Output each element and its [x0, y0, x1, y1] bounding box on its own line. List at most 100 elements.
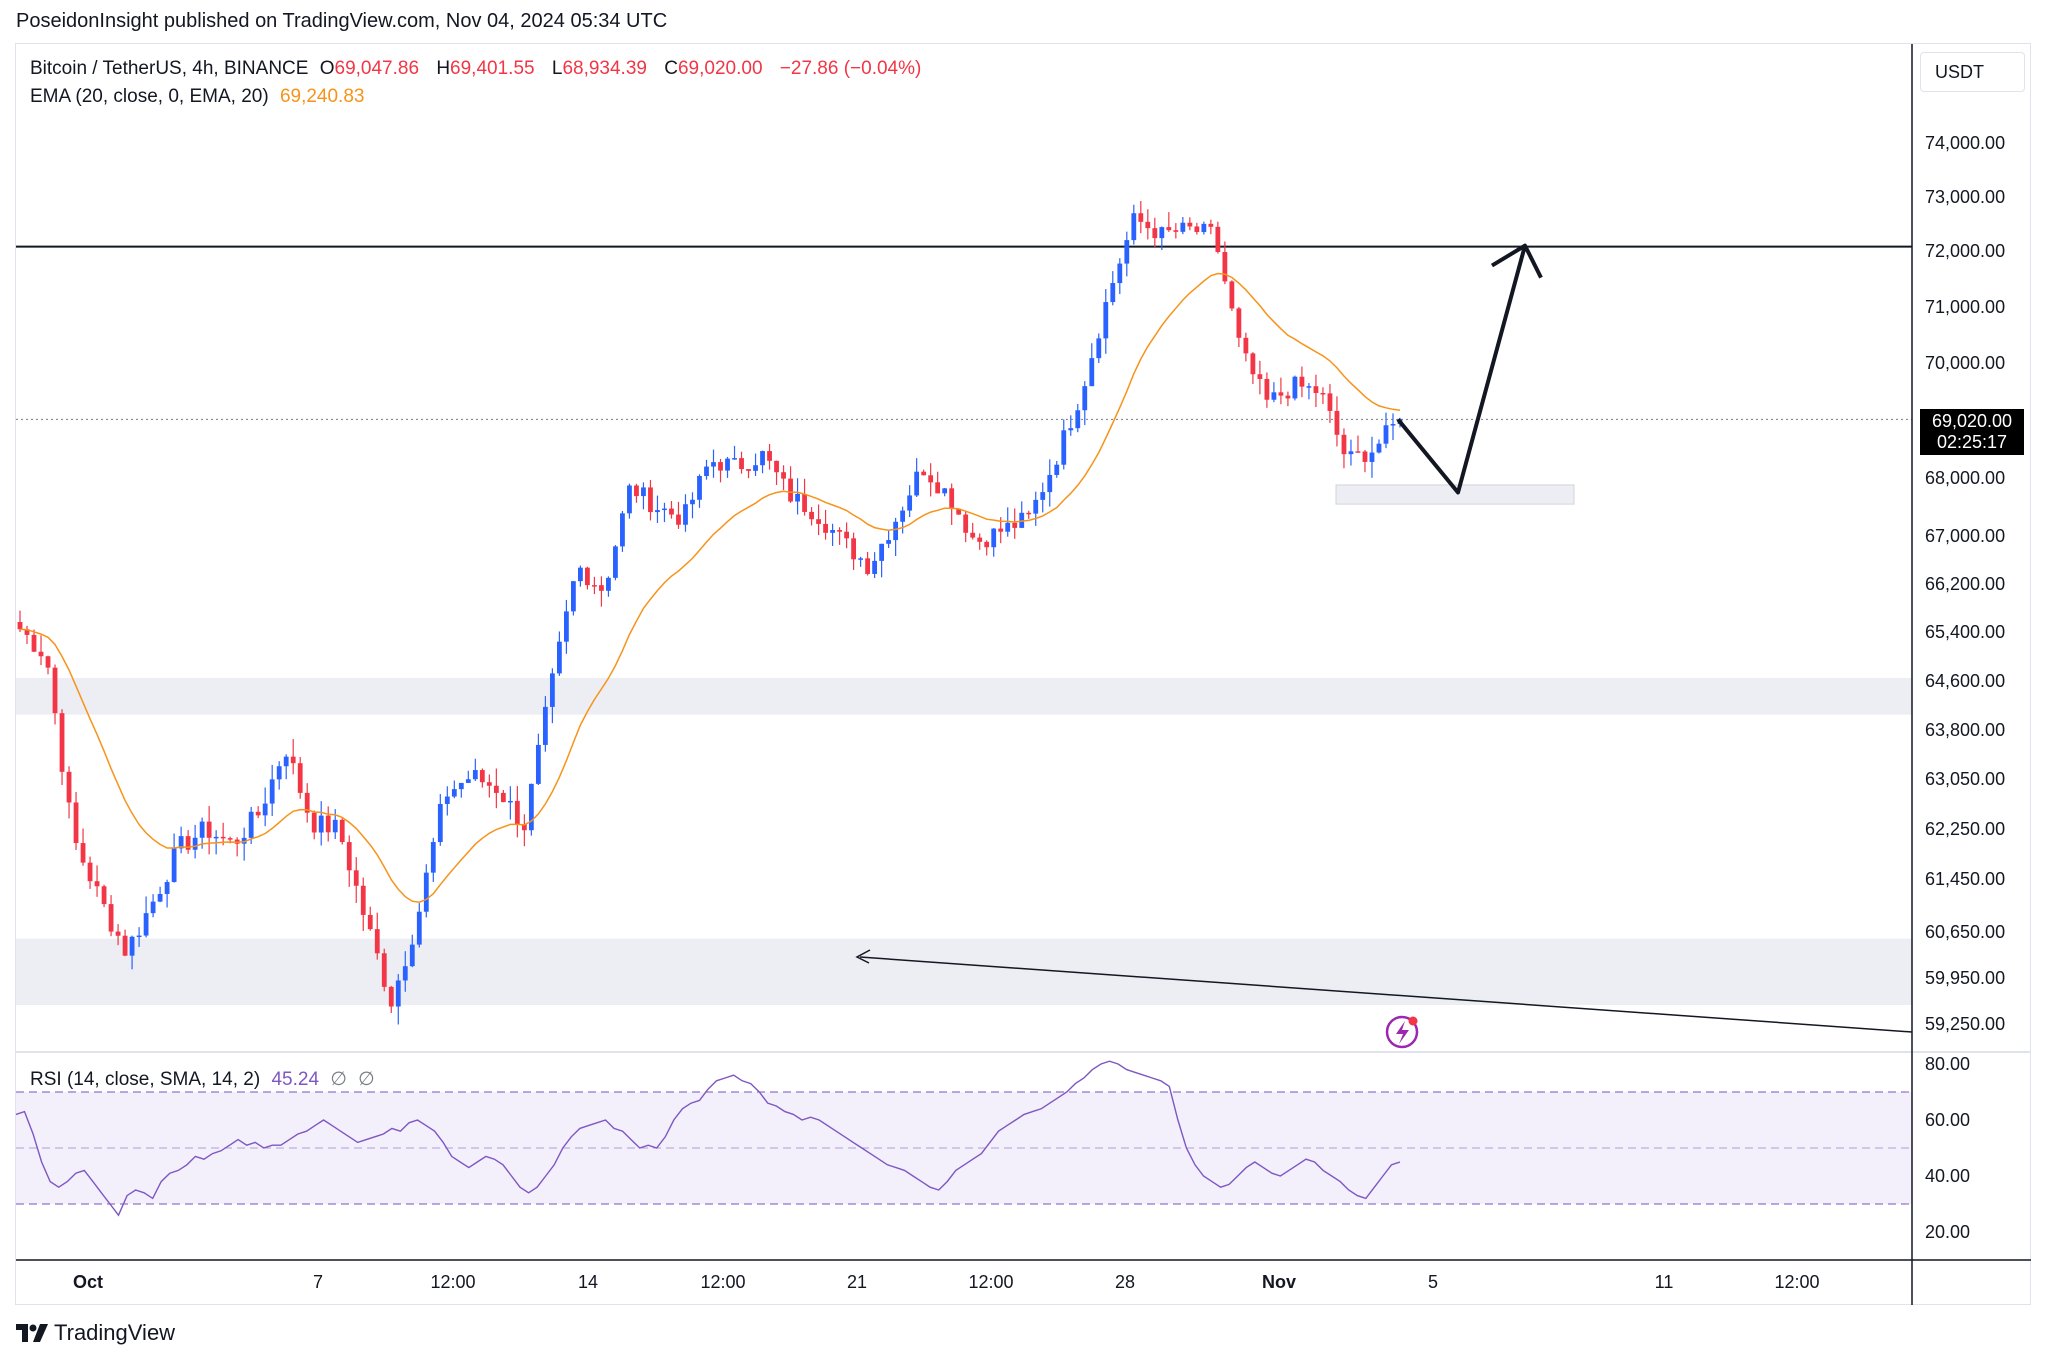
candle [276, 761, 282, 790]
price-axis: 74,000.00 73,000.00 72,000.00 71,000.00 70,0… [1925, 133, 2005, 1034]
time-axis: Oct 7 12:00 14 12:00 21 12:00 28 Nov 5 11 12:00 [73, 1272, 1820, 1292]
candle [1341, 428, 1347, 469]
candle [753, 453, 758, 477]
candle [837, 527, 842, 545]
candle [1362, 449, 1368, 473]
candle [1019, 501, 1025, 529]
candle [388, 985, 394, 1013]
candle [458, 782, 464, 798]
candle [1390, 413, 1396, 441]
candle [1131, 204, 1137, 245]
ema-label[interactable]: EMA (20, close, 0, EMA, 20) [30, 86, 269, 107]
candle [970, 522, 976, 540]
candle [1124, 231, 1130, 277]
ema-legend: EMA (20, close, 0, EMA, 20) 69,240.83 [30, 86, 370, 108]
candle [1383, 412, 1389, 449]
price-tick-label: 61,450.00 [1925, 869, 2005, 889]
candle [535, 733, 541, 785]
projection-arrow [1396, 243, 1543, 495]
high-value: 69,401.55 [450, 58, 535, 79]
candle [1166, 212, 1172, 232]
candle [1208, 219, 1214, 235]
candle [1320, 387, 1326, 404]
candle [80, 828, 86, 866]
candle [1243, 332, 1249, 362]
candle [879, 543, 885, 578]
candle [507, 786, 513, 820]
candle [52, 664, 58, 725]
rsi-tick-label: 20.00 [1925, 1222, 1970, 1242]
candle [886, 529, 892, 548]
candle [788, 466, 793, 503]
candle [977, 533, 983, 550]
rsi-line [15, 1060, 1401, 1217]
candle [346, 835, 352, 887]
candle [521, 814, 527, 847]
candle [122, 929, 128, 957]
price-tick-label: 62,250.00 [1925, 819, 2005, 839]
ohlc-legend: Bitcoin / TetherUS, 4h, BINANCE O69,047.… [30, 58, 927, 80]
candle [907, 485, 913, 517]
tradingview-logo[interactable]: TradingView [16, 1320, 175, 1346]
candle [1369, 436, 1375, 478]
candle [150, 894, 156, 918]
trend-arrow [855, 949, 1913, 1033]
candle [704, 459, 709, 480]
candle [1110, 271, 1116, 306]
price-tick-label: 67,000.00 [1925, 526, 2005, 546]
candle [697, 474, 702, 508]
rsi-legend: RSI (14, close, SMA, 14, 2) 45.24 ∅ ∅ [30, 1068, 381, 1091]
candle [1250, 352, 1256, 384]
candle [1292, 375, 1298, 401]
candle [171, 833, 177, 883]
candle [444, 786, 450, 816]
rsi-axis: 80.00 60.00 40.00 20.00 [1925, 1054, 1970, 1242]
candle [486, 774, 492, 798]
price-tick-label: 60,650.00 [1925, 922, 2005, 942]
candle [711, 449, 716, 478]
price-tick-label: 74,000.00 [1925, 133, 2005, 153]
candle [437, 793, 443, 846]
price-tick-label: 64,600.00 [1925, 671, 2005, 691]
currency-selector[interactable]: USDT [1920, 52, 2025, 92]
candle [732, 445, 737, 460]
price-tick-label: 59,950.00 [1925, 968, 2005, 988]
candle [241, 827, 247, 861]
close-value: 69,020.00 [677, 58, 763, 79]
close-label: C [664, 58, 678, 79]
rsi-value: 45.24 [271, 1069, 320, 1090]
candle [641, 482, 646, 510]
symbol-label[interactable]: Bitcoin / TetherUS, 4h, BINANCE [30, 58, 309, 79]
candle [816, 504, 821, 536]
candle [1376, 439, 1382, 454]
candle [409, 934, 415, 968]
last-price-value: 69,020.00 [1931, 411, 2013, 431]
time-tick-label: 12:00 [1774, 1272, 1819, 1292]
price-tick-label: 59,250.00 [1925, 1014, 2005, 1034]
price-tick-label: 65,400.00 [1925, 622, 2005, 642]
candle [921, 469, 927, 476]
price-tick-label: 70,000.00 [1925, 353, 2005, 373]
candle [774, 460, 779, 485]
rsi-label[interactable]: RSI (14, close, SMA, 14, 2) [30, 1069, 261, 1090]
candle [45, 655, 51, 675]
rsi-extra-2: ∅ [358, 1069, 375, 1090]
candle [297, 757, 303, 799]
candle [1229, 280, 1235, 311]
candle [143, 896, 149, 938]
candle [809, 507, 814, 526]
candle [1061, 419, 1067, 470]
ema-value: 69,240.83 [279, 86, 365, 107]
candle [1117, 258, 1123, 295]
flash-icon[interactable] [1385, 1015, 1419, 1049]
candle [514, 786, 520, 838]
candle [1089, 343, 1095, 387]
support-zone [16, 938, 1912, 1005]
candle [311, 810, 317, 840]
support-zone [16, 677, 1912, 715]
candle [178, 826, 184, 854]
price-tick-label: 71,000.00 [1925, 297, 2005, 317]
candle [571, 580, 576, 616]
candle [451, 780, 457, 799]
